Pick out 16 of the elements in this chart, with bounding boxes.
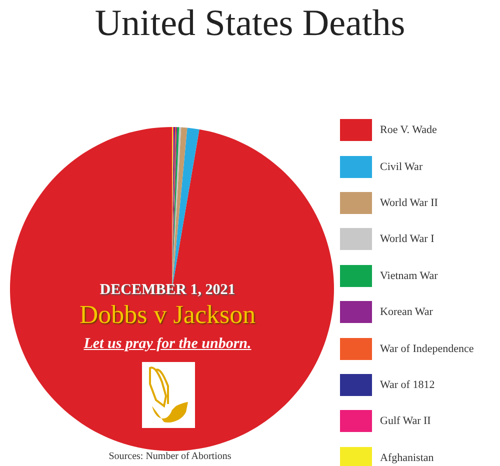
legend-label: World War II	[380, 196, 438, 209]
text: Dobbs v Jackson	[78, 300, 257, 330]
legend-label: Civil War	[380, 160, 423, 173]
chart-title: United States Deaths	[94, 2, 406, 45]
legend-label: War of Independence	[380, 342, 474, 355]
text: DECEMBER 1, 2021	[98, 282, 236, 298]
legend-label: Afghanistan	[380, 452, 434, 464]
legend-label: Vietnam War	[380, 270, 438, 282]
legend-label: Roe V. Wade	[380, 124, 437, 136]
legend-label: War of 1812	[380, 378, 435, 391]
source-note: Sources: Number of Abortions	[108, 451, 232, 462]
legend-label: Gulf War II	[380, 415, 431, 428]
text: Let us pray for the unborn.	[82, 336, 252, 352]
legend-label: World War I	[380, 233, 434, 246]
pie-slice	[10, 127, 334, 451]
legend-label: Korean War	[380, 306, 433, 318]
